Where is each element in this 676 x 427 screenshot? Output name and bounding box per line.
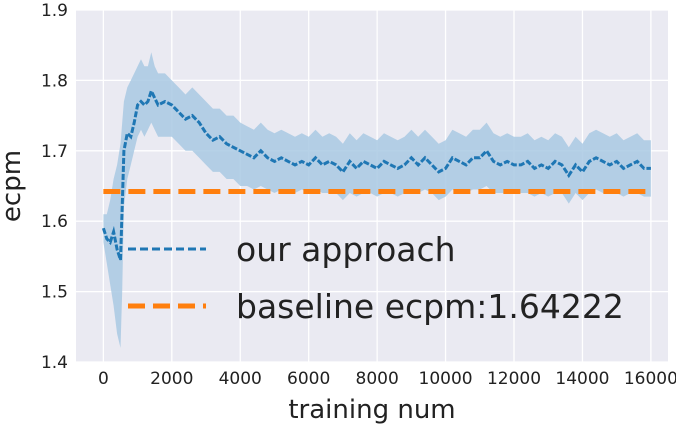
- y-tick-label: 1.9: [41, 1, 68, 21]
- legend-approach-label: our approach: [236, 230, 456, 269]
- approach-series-line: [101, 86, 651, 261]
- y-tick-label: 1.8: [41, 71, 68, 91]
- x-axis-label: training num: [288, 395, 455, 425]
- x-tick-label: 0: [98, 369, 109, 389]
- y-tick-label: 1.7: [41, 142, 68, 162]
- y-tick-label: 1.6: [41, 212, 68, 232]
- x-tick-label: 14000: [555, 369, 609, 389]
- y-tick-label: 1.5: [41, 283, 68, 303]
- legend: our approach baseline ecpm:1.64222: [128, 230, 624, 326]
- x-tick-label: 10000: [419, 369, 473, 389]
- legend-baseline-label: baseline ecpm:1.64222: [236, 287, 624, 326]
- x-tick-labels: 0 2000 4000 6000 8000 10000 12000 14000 16000: [98, 369, 676, 389]
- x-tick-label: 16000: [624, 369, 676, 389]
- x-tick-label: 12000: [487, 369, 541, 389]
- y-tick-label: 1.4: [41, 353, 68, 373]
- x-tick-label: 2000: [150, 369, 193, 389]
- x-tick-label: 4000: [219, 369, 262, 389]
- x-tick-label: 8000: [356, 369, 399, 389]
- grid-lines: [76, 9, 668, 363]
- approach-confidence-band: [103, 52, 651, 348]
- x-tick-label: 6000: [287, 369, 330, 389]
- y-axis-label: ecpm: [0, 150, 27, 222]
- y-tick-labels: 1.4 1.5 1.6 1.7 1.8 1.9: [41, 1, 68, 373]
